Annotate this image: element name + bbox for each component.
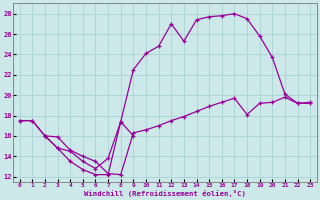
X-axis label: Windchill (Refroidissement éolien,°C): Windchill (Refroidissement éolien,°C) [84, 190, 246, 197]
